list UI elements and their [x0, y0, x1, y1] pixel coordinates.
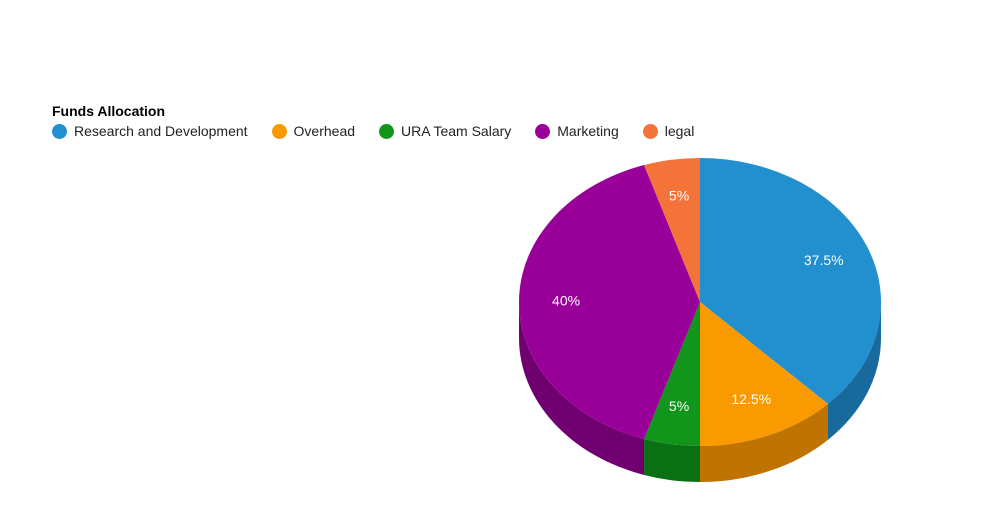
legend-swatch [642, 123, 658, 139]
pie-slice-ura-team-salary[interactable] [644, 302, 700, 446]
legend-swatch [535, 123, 551, 139]
pie-side-research-and-development [827, 302, 882, 440]
pie-side-marketing [519, 302, 645, 475]
slice-label-research-and-development: 37.5% [804, 252, 844, 268]
pie-slices [519, 158, 881, 446]
legend-item-overhead[interactable]: Overhead [271, 123, 356, 139]
legend-item-ura-team-salary[interactable]: URA Team Salary [379, 123, 511, 139]
pie-side-ura-team-salary [644, 438, 700, 482]
pie-slice-research-and-development[interactable] [700, 158, 881, 404]
legend-label: Research and Development [74, 123, 248, 139]
legend-label: legal [664, 123, 695, 139]
pie-labels: 37.5% 12.5% 5% 40% 5% [552, 187, 844, 413]
legend-label: Overhead [293, 123, 356, 139]
pie-sides [519, 302, 882, 482]
slice-label-legal: 5% [669, 187, 689, 203]
legend-label: Marketing [557, 123, 619, 139]
chart-legend: Research and Development Overhead URA Te… [52, 121, 718, 141]
pie-slice-legal[interactable] [644, 158, 700, 302]
legend-label: URA Team Salary [401, 123, 512, 139]
legend-swatch [271, 123, 287, 139]
pie-slice-marketing[interactable] [519, 165, 700, 439]
legend-swatch [52, 123, 67, 139]
slice-label-marketing: 40% [552, 293, 580, 309]
legend-swatch [379, 123, 395, 139]
pie-side-overhead [700, 403, 828, 482]
chart-title: Funds Allocation [52, 103, 166, 119]
slice-label-overhead: 12.5% [731, 391, 771, 407]
slice-label-ura-team-salary: 5% [669, 398, 689, 414]
legend-item-marketing[interactable]: Marketing [535, 123, 619, 139]
legend-item-research-and-development[interactable]: Research and Development [52, 123, 248, 139]
legend-item-legal[interactable]: legal [642, 123, 695, 139]
pie-slice-overhead[interactable] [700, 302, 828, 446]
